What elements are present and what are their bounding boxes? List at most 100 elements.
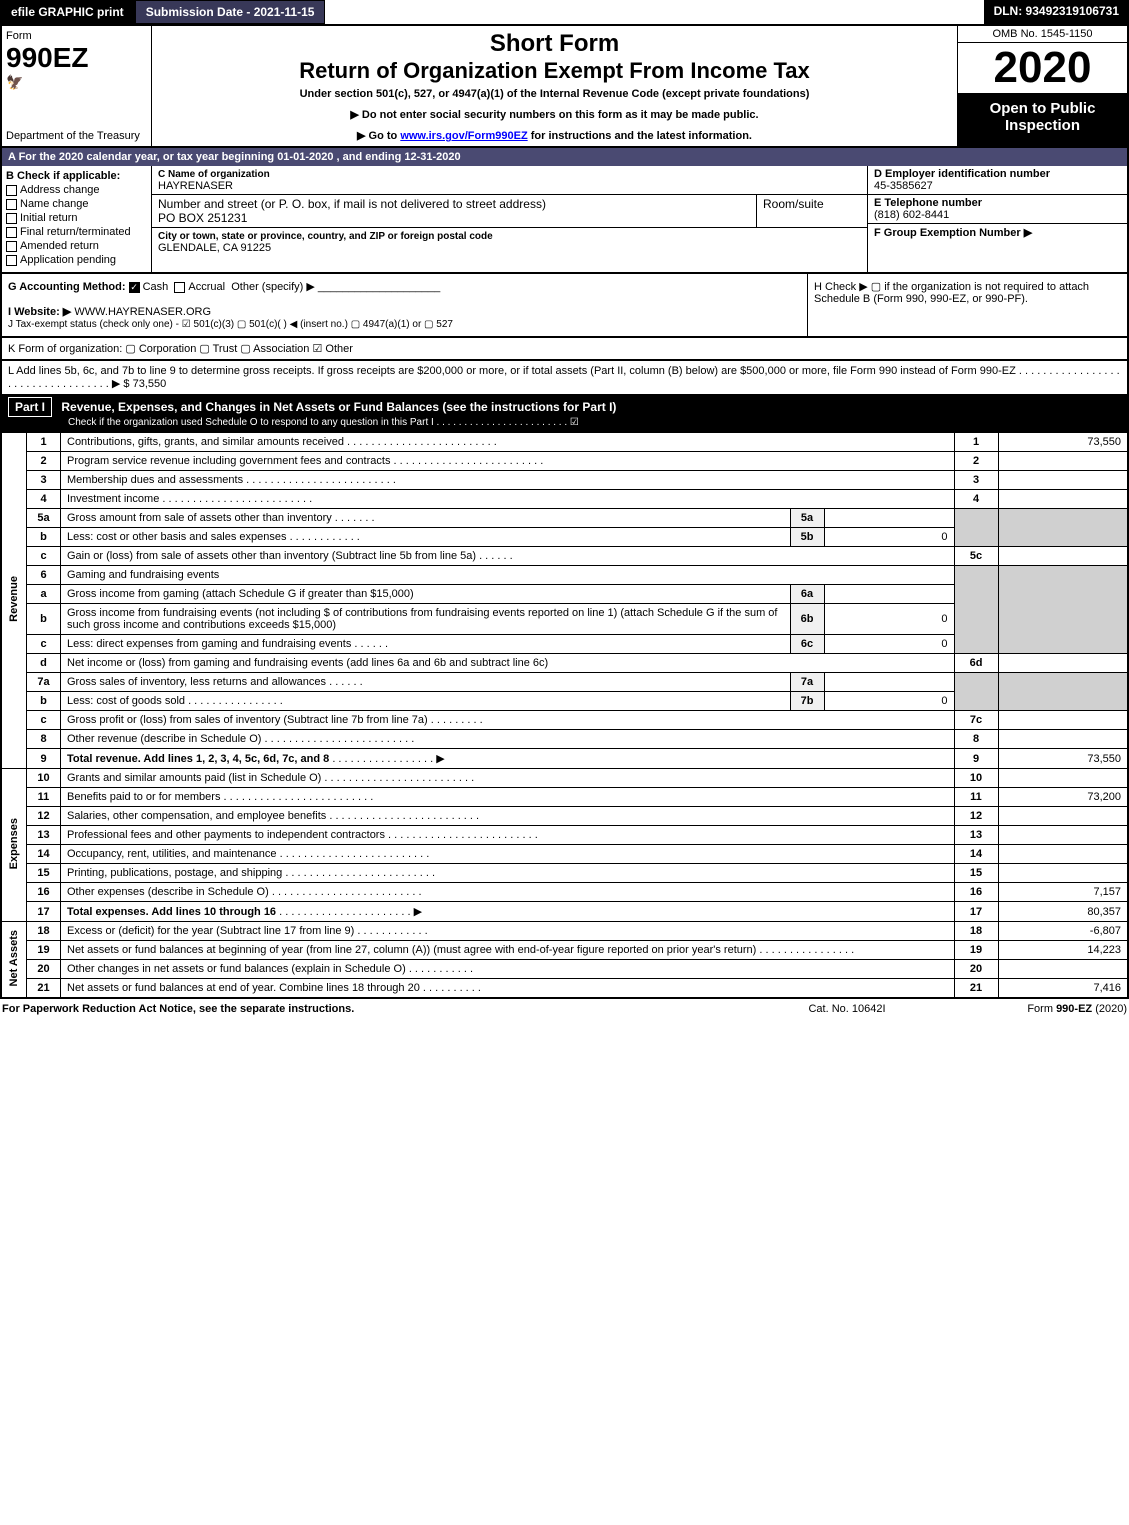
line-5a-sub: 5a	[790, 509, 824, 528]
line-14-val	[998, 845, 1128, 864]
netassets-section-label: Net Assets	[1, 922, 27, 999]
instructions-link-line: ▶ Go to www.irs.gov/Form990EZ for instru…	[160, 129, 949, 142]
part-i-checknote: Check if the organization used Schedule …	[68, 417, 579, 428]
line-11-val: 73,200	[998, 788, 1128, 807]
chk-final-return[interactable]: Final return/terminated	[6, 226, 147, 238]
form-label: Form	[6, 30, 147, 42]
line-3-val	[998, 471, 1128, 490]
line-16-val: 7,157	[998, 883, 1128, 902]
header-middle: Short Form Return of Organization Exempt…	[152, 26, 957, 146]
part-i-label: Part I	[8, 397, 52, 417]
info-grid: B Check if applicable: Address change Na…	[0, 166, 1129, 274]
line-2-text: Program service revenue including govern…	[61, 452, 955, 471]
line-7c-val	[998, 711, 1128, 730]
org-name-label: C Name of organization	[158, 169, 270, 180]
topbar: efile GRAPHIC print Submission Date - 20…	[0, 0, 1129, 24]
efile-print-button[interactable]: efile GRAPHIC print	[0, 0, 135, 24]
header-right: OMB No. 1545-1150 2020 Open to Public In…	[957, 26, 1127, 146]
line-5c-text: Gain or (loss) from sale of assets other…	[61, 547, 955, 566]
tax-year: 2020	[958, 43, 1127, 94]
group-exemption-label: F Group Exemption Number ▶	[874, 227, 1032, 239]
line-6c-text: Less: direct expenses from gaming and fu…	[61, 635, 791, 654]
submission-date-badge: Submission Date - 2021-11-15	[135, 0, 326, 24]
box-b: B Check if applicable: Address change Na…	[2, 166, 152, 272]
ein-label: D Employer identification number	[874, 168, 1050, 180]
line-11-text: Benefits paid to or for members	[61, 788, 955, 807]
line-1-num: 1	[954, 433, 998, 452]
line-2-val	[998, 452, 1128, 471]
line-16-text: Other expenses (describe in Schedule O)	[61, 883, 955, 902]
line-19-val: 14,223	[998, 941, 1128, 960]
line-7b-text: Less: cost of goods sold . . . . . . . .…	[61, 692, 791, 711]
line-6b-text: Gross income from fundraising events (no…	[61, 604, 791, 635]
line-9-text: Total revenue. Add lines 1, 2, 3, 4, 5c,…	[61, 749, 955, 769]
irs-link[interactable]: www.irs.gov/Form990EZ	[400, 130, 527, 142]
org-name-row: C Name of organization HAYRENASER	[152, 166, 867, 195]
box-l: L Add lines 5b, 6c, and 7b to line 9 to …	[0, 361, 1129, 396]
box-k: K Form of organization: ▢ Corporation ▢ …	[0, 338, 1129, 361]
line-6c-subval: 0	[824, 635, 954, 654]
line-7a-text: Gross sales of inventory, less returns a…	[61, 673, 791, 692]
line-5c-val	[998, 547, 1128, 566]
main-title: Return of Organization Exempt From Incom…	[160, 58, 949, 84]
lines-table: Revenue 1 Contributions, gifts, grants, …	[0, 432, 1129, 999]
part-i-heading: Revenue, Expenses, and Changes in Net As…	[61, 400, 616, 414]
chk-amended[interactable]: Amended return	[6, 240, 147, 252]
phone-row: E Telephone number (818) 602-8441	[868, 195, 1127, 224]
website-label: I Website: ▶	[8, 306, 71, 318]
chk-initial-return[interactable]: Initial return	[6, 212, 147, 224]
footer-formref: Form 990-EZ (2020)	[947, 1003, 1127, 1015]
line-6d-text: Net income or (loss) from gaming and fun…	[61, 654, 955, 673]
line-6b-subval: 0	[824, 604, 954, 635]
city-label: City or town, state or province, country…	[158, 231, 493, 242]
line-18-text: Excess or (deficit) for the year (Subtra…	[61, 922, 955, 941]
footer-notice: For Paperwork Reduction Act Notice, see …	[2, 1003, 747, 1015]
treasury-seal-icon: 🦅	[6, 74, 147, 91]
line-12-val	[998, 807, 1128, 826]
line-10-val	[998, 769, 1128, 788]
chk-cash[interactable]: ✓	[129, 282, 140, 293]
ssn-warning: ▶ Do not enter social security numbers o…	[160, 108, 949, 121]
website-link[interactable]: WWW.HAYRENASER.ORG	[74, 306, 211, 318]
department-label: Department of the Treasury	[6, 130, 140, 142]
box-h: H Check ▶ ▢ if the organization is not r…	[807, 274, 1127, 336]
phone-label: E Telephone number	[874, 197, 982, 209]
chk-accrual[interactable]	[174, 282, 185, 293]
spacer	[325, 0, 983, 24]
line-4-val	[998, 490, 1128, 509]
org-name: HAYRENASER	[158, 180, 233, 192]
city-value: GLENDALE, CA 91225	[158, 242, 271, 254]
short-form-title: Short Form	[160, 30, 949, 58]
chk-name-change[interactable]: Name change	[6, 198, 147, 210]
line-4-text: Investment income	[61, 490, 955, 509]
group-exemption-row: F Group Exemption Number ▶	[868, 224, 1127, 241]
line-5a-subval	[824, 509, 954, 528]
chk-pending[interactable]: Application pending	[6, 254, 147, 266]
room-cell: Room/suite	[757, 195, 867, 227]
line-5a-text: Gross amount from sale of assets other t…	[61, 509, 791, 528]
line-14-text: Occupancy, rent, utilities, and maintena…	[61, 845, 955, 864]
line-3-text: Membership dues and assessments	[61, 471, 955, 490]
room-label: Room/suite	[763, 197, 824, 211]
line-19-text: Net assets or fund balances at beginning…	[61, 941, 955, 960]
street-label: Number and street (or P. O. box, if mail…	[158, 197, 546, 211]
line-13-text: Professional fees and other payments to …	[61, 826, 955, 845]
line-7a-subval	[824, 673, 954, 692]
accounting-label: G Accounting Method:	[8, 281, 126, 293]
header-left: Form 990EZ 🦅 Department of the Treasury	[2, 26, 152, 146]
accounting-method-row: G Accounting Method: ✓Cash Accrual Other…	[0, 274, 1129, 338]
line-6d-val	[998, 654, 1128, 673]
street-cell: Number and street (or P. O. box, if mail…	[152, 195, 757, 227]
part-i-band: Part I Revenue, Expenses, and Changes in…	[0, 396, 1129, 432]
line-1-no: 1	[27, 433, 61, 452]
open-inspection-badge: Open to Public Inspection	[958, 94, 1127, 146]
line-6a-subval	[824, 585, 954, 604]
subtitle-section: Under section 501(c), 527, or 4947(a)(1)…	[160, 88, 949, 100]
box-def: D Employer identification number 45-3585…	[867, 166, 1127, 272]
chk-address-change[interactable]: Address change	[6, 184, 147, 196]
dln-badge: DLN: 93492319106731	[984, 0, 1129, 24]
line-21-text: Net assets or fund balances at end of ye…	[61, 979, 955, 999]
box-g: G Accounting Method: ✓Cash Accrual Other…	[2, 274, 807, 336]
box-j: J Tax-exempt status (check only one) - ☑…	[8, 319, 453, 330]
revenue-section-label: Revenue	[1, 433, 27, 769]
